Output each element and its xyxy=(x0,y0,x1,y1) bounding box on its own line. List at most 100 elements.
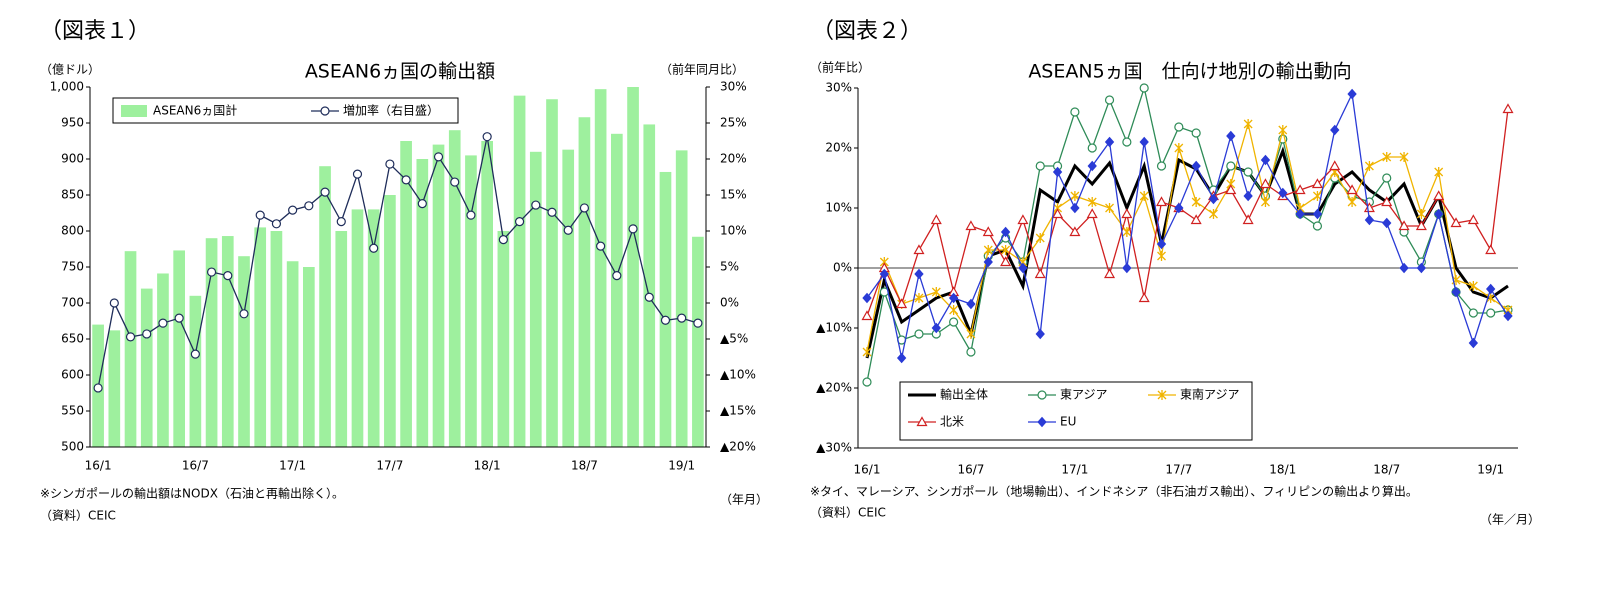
marker xyxy=(1104,268,1116,279)
marker xyxy=(1000,256,1012,267)
x-tick-label: 17/7 xyxy=(1165,463,1192,477)
marker xyxy=(1087,143,1097,153)
marker xyxy=(612,271,622,281)
marker xyxy=(1450,217,1462,228)
marker xyxy=(1415,220,1427,231)
x-tick-label: 19/1 xyxy=(668,459,695,473)
bar xyxy=(546,99,558,448)
marker xyxy=(983,245,993,255)
bar xyxy=(238,256,250,447)
marker xyxy=(271,219,282,229)
bar xyxy=(529,151,542,448)
marker xyxy=(1382,152,1392,162)
marker xyxy=(109,298,119,308)
legend-label: 東南アジア xyxy=(1180,387,1240,402)
bar xyxy=(173,250,185,447)
marker xyxy=(861,310,873,321)
bar xyxy=(659,171,672,447)
marker xyxy=(1329,160,1341,171)
bar xyxy=(675,150,688,448)
x-tick-label: 16/1 xyxy=(85,459,112,473)
bar xyxy=(254,227,267,447)
bar xyxy=(140,288,153,447)
marker xyxy=(125,332,136,342)
y2-tick-label: 20% xyxy=(720,152,747,166)
marker xyxy=(1070,202,1080,214)
marker xyxy=(304,201,314,211)
marker xyxy=(417,199,427,209)
marker xyxy=(1121,208,1133,219)
marker xyxy=(1399,262,1409,274)
note: ※タイ、マレーシア、シンガポール（地場輸出）、インドネシア（非石油ガス輸出）、フ… xyxy=(810,484,1418,499)
marker xyxy=(1191,128,1201,138)
y-tick-label: 950 xyxy=(61,116,84,130)
marker xyxy=(1382,173,1392,183)
bar xyxy=(465,155,477,447)
y2-tick-label: ▲5% xyxy=(720,332,748,346)
marker xyxy=(1294,184,1306,195)
marker xyxy=(1156,238,1167,250)
marker xyxy=(1209,209,1218,219)
marker xyxy=(1347,197,1357,207)
marker xyxy=(1070,191,1080,201)
marker xyxy=(1138,292,1150,303)
marker xyxy=(1086,208,1098,219)
y-tick-label: 850 xyxy=(61,188,84,202)
marker xyxy=(206,267,217,277)
marker xyxy=(1208,193,1219,205)
note: （資料）CEIC xyxy=(40,509,116,523)
marker xyxy=(1260,154,1271,166)
y2-tick-label: 0% xyxy=(720,296,739,310)
marker xyxy=(450,177,460,187)
series-line xyxy=(866,108,1509,317)
marker xyxy=(1364,161,1374,171)
y2-tick-label: 25% xyxy=(720,116,747,130)
marker xyxy=(879,268,889,280)
y2-tick-label: ▲15% xyxy=(720,404,756,418)
marker xyxy=(514,217,525,227)
marker xyxy=(896,352,907,364)
x-tick-label: 19/1 xyxy=(1477,463,1504,477)
bar xyxy=(513,95,526,447)
marker xyxy=(1312,221,1323,231)
x-tick-label: 16/7 xyxy=(182,459,209,473)
legend-label: 北米 xyxy=(940,415,964,429)
marker xyxy=(1278,187,1288,199)
bar xyxy=(594,89,607,447)
marker xyxy=(1104,95,1115,105)
bar xyxy=(286,261,299,447)
marker xyxy=(1018,262,1028,274)
x-tick-label: 17/7 xyxy=(376,459,403,473)
marker xyxy=(1069,226,1081,237)
legend-box xyxy=(899,381,1253,441)
marker xyxy=(1486,308,1496,318)
bar xyxy=(562,149,575,447)
bar xyxy=(303,267,315,447)
bar xyxy=(367,209,380,447)
y-tick-label: 30% xyxy=(825,81,852,95)
y-tick-label: ▲30% xyxy=(816,441,852,455)
marker xyxy=(1243,190,1253,202)
legend-label: ASEAN6ヵ国計 xyxy=(153,103,237,118)
x-tick-label: 18/1 xyxy=(474,459,501,473)
legend-marker xyxy=(916,416,928,427)
marker xyxy=(1122,262,1132,274)
marker xyxy=(930,214,942,225)
marker xyxy=(190,349,200,359)
marker xyxy=(862,347,872,357)
y-tick-label: ▲10% xyxy=(816,321,852,335)
marker xyxy=(1398,220,1410,231)
legend-label: EU xyxy=(1060,415,1076,429)
marker xyxy=(579,203,590,213)
marker xyxy=(1226,130,1236,142)
marker xyxy=(1139,191,1149,201)
y-tick-label: 700 xyxy=(61,296,84,310)
bar xyxy=(205,238,218,447)
marker xyxy=(1225,184,1237,195)
marker xyxy=(1502,103,1514,114)
marker xyxy=(482,132,492,142)
marker xyxy=(966,347,976,357)
marker xyxy=(369,243,379,253)
legend-marker xyxy=(1037,390,1047,400)
